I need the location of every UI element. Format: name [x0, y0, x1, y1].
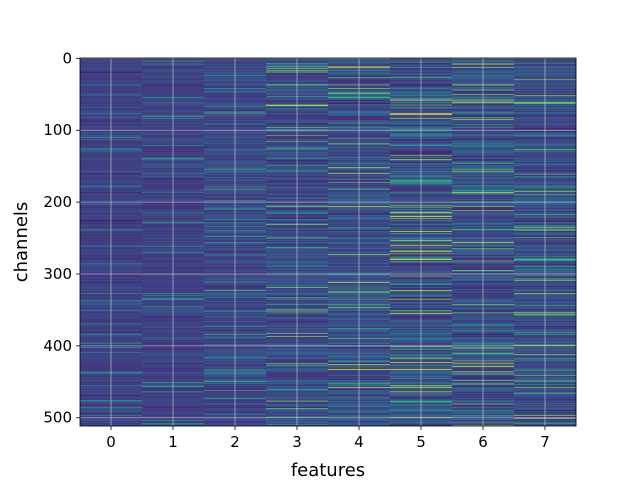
y-tick-label: 400	[43, 337, 72, 355]
heatmap-cells	[80, 58, 577, 427]
y-tick-label: 0	[62, 49, 72, 67]
x-tick-label: 6	[478, 433, 488, 451]
x-tick-label: 3	[292, 433, 302, 451]
y-axis-ticks: 0 100 200 300 400 500	[43, 49, 80, 427]
x-tick-label: 2	[230, 433, 240, 451]
x-tick-label: 4	[354, 433, 364, 451]
gridlines	[80, 57, 576, 426]
x-tick-label: 1	[168, 433, 178, 451]
x-tick-label: 5	[416, 433, 426, 451]
x-tick-label: 0	[106, 433, 116, 451]
y-tick-label: 500	[43, 409, 72, 427]
x-axis-label: features	[291, 460, 365, 480]
plot-area	[79, 57, 577, 427]
y-axis-label: channels	[11, 202, 32, 283]
y-tick-label: 100	[43, 121, 72, 139]
y-tick-label: 200	[43, 193, 72, 211]
y-tick-label: 300	[43, 265, 72, 283]
x-axis-ticks: 0 1 2 3 4 5 6 7	[106, 426, 550, 451]
plot-frame	[79, 57, 577, 427]
x-tick-label: 7	[540, 433, 550, 451]
